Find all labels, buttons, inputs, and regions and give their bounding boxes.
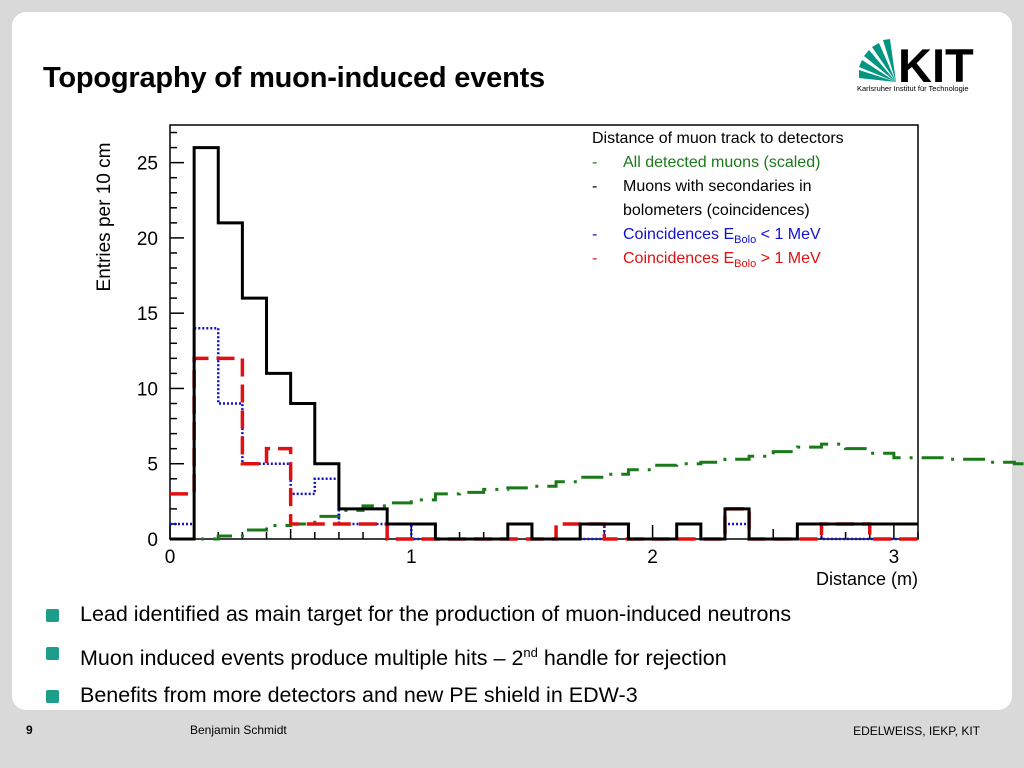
x-tick-label: 1 <box>406 547 417 568</box>
x-axis-label: Distance (m) <box>816 569 918 589</box>
y-tick-label: 15 <box>137 304 158 325</box>
series-line-2 <box>170 146 918 541</box>
chart-legend: Distance of muon track to detectors - Al… <box>592 130 844 270</box>
legend-dash-3: - <box>592 226 597 243</box>
y-tick-label: 5 <box>147 455 158 476</box>
legend-dash-1: - <box>592 154 597 171</box>
x-tick-label: 2 <box>647 547 658 568</box>
y-tick-label: 25 <box>137 154 158 175</box>
bullet-item: Benefits from more detectors and new PE … <box>44 677 791 715</box>
series-line-3 <box>170 326 918 541</box>
bullet-square-icon <box>46 609 59 622</box>
bullet-square-icon <box>46 690 59 704</box>
legend-entry-all-muons: All detected muons (scaled) <box>623 154 820 171</box>
y-axis-label: Entries per 10 cm <box>94 143 115 292</box>
legend-title: Distance of muon track to detectors <box>592 130 844 147</box>
legend-entry-coincidences-line1: Muons with secondaries in <box>623 178 812 195</box>
legend-dash-4: - <box>592 250 597 267</box>
histogram-chart: 0 5 10 15 20 25 0 1 2 3 Entries per 10 cm Distanc… <box>94 124 1024 589</box>
footer-organization: EDELWEISS, IEKP, KIT <box>853 724 980 738</box>
y-tick-label: 10 <box>137 379 158 400</box>
x-tick-label: 0 <box>165 547 176 568</box>
footer-author: Benjamin Schmidt <box>190 723 287 737</box>
bullet-list: Lead identified as main target for the p… <box>44 596 791 715</box>
bullet-item: Muon induced events produce multiple hit… <box>44 634 791 678</box>
bullet-square-icon <box>46 646 59 660</box>
x-tick-label: 3 <box>889 547 900 568</box>
page-number: 9 <box>26 723 33 737</box>
legend-entry-high-energy: Coincidences EBolo > 1 MeV <box>623 250 821 270</box>
legend-entry-low-energy: Coincidences EBolo < 1 MeV <box>623 226 821 246</box>
kit-fan-icon <box>859 39 896 82</box>
slide-background <box>12 12 1012 710</box>
slide-title: Topography of muon-induced events <box>43 62 545 94</box>
legend-entry-coincidences-line2: bolometers (coincidences) <box>623 202 810 219</box>
kit-wordmark: KIT <box>898 39 974 92</box>
series-line-4 <box>170 356 918 541</box>
kit-logo-subtitle: Karlsruher Institut für Technologie <box>857 84 969 93</box>
y-tick-label: 20 <box>137 229 158 250</box>
kit-logo: KIT <box>859 39 974 92</box>
y-tick-label: 0 <box>147 530 158 551</box>
bullet-item: Lead identified as main target for the p… <box>44 596 791 634</box>
legend-dash-2: - <box>592 178 597 195</box>
